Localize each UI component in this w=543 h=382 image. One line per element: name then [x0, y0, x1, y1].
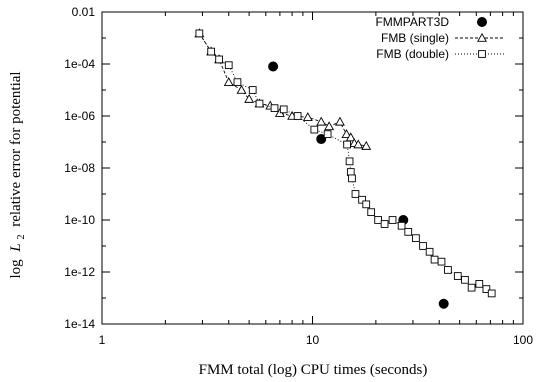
x-axis-title: FMM total (log) CPU times (seconds) [199, 362, 428, 378]
data-point-1 [361, 140, 372, 150]
data-point-2 [475, 280, 484, 288]
series-line-2 [198, 33, 492, 294]
data-point-2 [374, 216, 382, 224]
data-point-2 [195, 29, 204, 38]
data-point-1 [223, 77, 234, 86]
data-point-2 [207, 47, 215, 56]
data-point-0 [268, 61, 279, 72]
data-point-2 [255, 99, 264, 108]
data-point-2 [404, 228, 413, 236]
data-point-2 [362, 200, 371, 209]
data-point-2 [343, 140, 351, 149]
y-axis-title-prefix: log [8, 259, 24, 279]
data-point-1 [334, 116, 345, 126]
y-axis-title-math: L [8, 243, 24, 252]
data-point-2 [467, 283, 476, 292]
data-point-2 [453, 272, 462, 280]
legend-label-1: FMB (single) [381, 31, 449, 45]
y-axis-title-sub: 2 [16, 235, 27, 240]
data-point-2 [310, 125, 319, 134]
data-point-2 [388, 216, 397, 224]
legend-label-0: FMMPART3D [375, 15, 449, 29]
data-point-2 [323, 130, 332, 139]
data-point-1 [353, 139, 364, 149]
data-point-1 [341, 129, 352, 138]
data-point-2 [437, 257, 446, 266]
data-point-2 [444, 266, 452, 274]
data-point-legend-1 [477, 32, 487, 42]
series-1 [194, 28, 372, 150]
data-point-1 [324, 121, 335, 131]
data-point-2 [215, 55, 223, 64]
data-point-2 [224, 61, 233, 70]
data-point-1 [244, 93, 255, 103]
data-point-1 [316, 116, 327, 126]
data-point-legend-2 [478, 50, 486, 58]
data-point-1 [236, 84, 247, 94]
data-point-2 [345, 157, 354, 166]
data-point-2 [412, 234, 420, 243]
data-point-2 [270, 104, 279, 113]
data-point-0 [438, 298, 449, 309]
y-tick-label: 1e-12 [64, 265, 95, 279]
series-2 [195, 29, 496, 298]
data-point-2 [358, 195, 366, 204]
data-point-legend-0 [477, 17, 487, 27]
data-point-2 [482, 285, 491, 293]
data-point-2 [348, 174, 356, 183]
data-point-2 [380, 220, 389, 228]
data-point-2 [346, 168, 355, 176]
data-point-2 [279, 105, 288, 114]
data-point-2 [430, 255, 439, 264]
x-tick-label: 1 [99, 333, 106, 347]
y-tick-label: 1e-04 [64, 57, 95, 71]
legend-label-2: FMB (double) [376, 47, 449, 61]
y-axis-title-main: relative error for potential [8, 71, 24, 226]
data-point-2 [233, 78, 242, 87]
y-tick-label: 0.01 [72, 5, 96, 19]
series-line-1 [198, 33, 367, 147]
data-point-2 [461, 275, 469, 284]
data-point-2 [367, 208, 376, 217]
y-axis-title: log L 2 relative error for potential [8, 71, 28, 278]
y-tick-label: 1e-08 [64, 161, 95, 175]
y-tick-label: 1e-06 [64, 109, 95, 123]
series-0 [268, 61, 449, 309]
y-tick-label: 1e-14 [64, 317, 95, 331]
data-point-0 [316, 134, 327, 145]
data-point-2 [248, 86, 257, 94]
data-point-2 [397, 221, 406, 230]
data-point-2 [425, 247, 434, 256]
data-point-2 [293, 112, 302, 120]
x-tick-label: 100 [513, 333, 533, 347]
data-point-2 [351, 190, 360, 198]
x-tick-label: 10 [306, 333, 320, 347]
data-point-1 [302, 112, 313, 121]
data-point-2 [487, 289, 496, 298]
data-point-2 [419, 242, 427, 250]
y-tick-label: 1e-10 [64, 213, 95, 227]
